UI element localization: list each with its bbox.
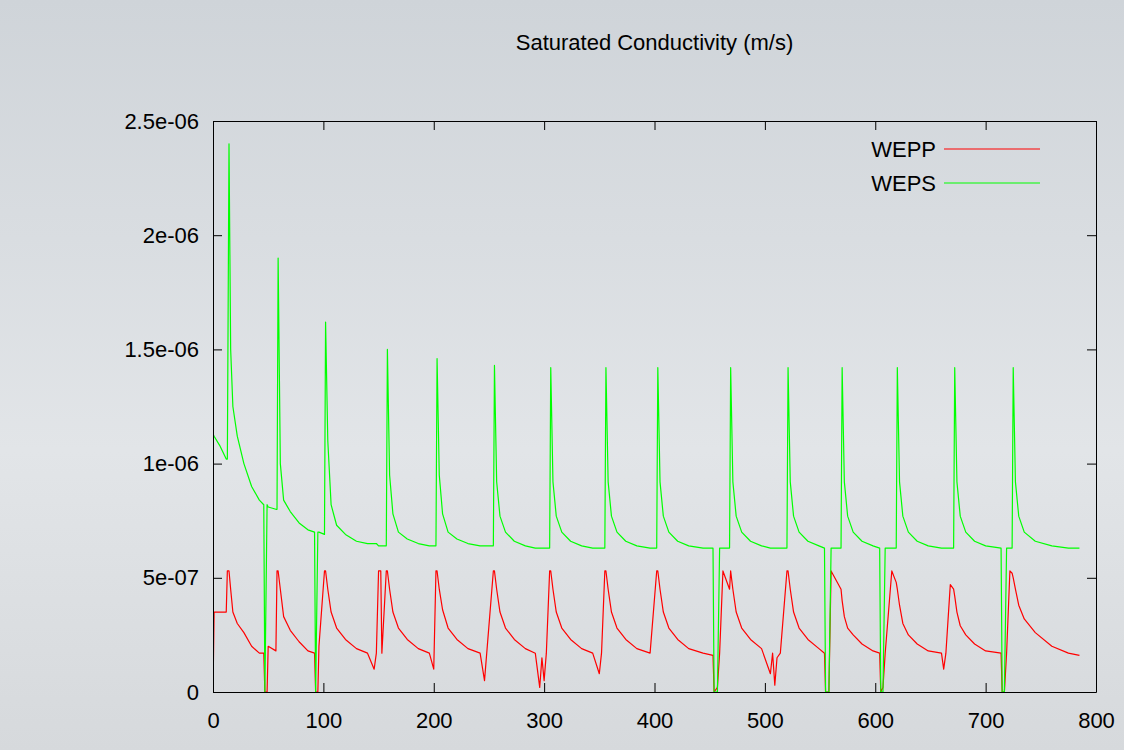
tick xyxy=(1087,121,1096,122)
tick: 600 xyxy=(857,683,894,733)
tick: 200 xyxy=(416,683,453,733)
x-axis-top xyxy=(214,121,1097,130)
tick-mark xyxy=(765,121,766,130)
tick-mark xyxy=(213,578,222,579)
tick-mark xyxy=(986,683,987,692)
legend-swatch xyxy=(944,148,1040,149)
axis-line xyxy=(213,122,214,693)
tick-label: 100 xyxy=(306,708,343,733)
tick xyxy=(1087,578,1096,579)
legend-label: WEPS xyxy=(871,171,936,196)
tick xyxy=(765,121,766,130)
chart-title: Saturated Conductivity (m/s) xyxy=(516,30,794,55)
tick-mark xyxy=(213,121,222,122)
tick-mark xyxy=(213,464,222,465)
tick xyxy=(1087,464,1096,465)
tick-mark xyxy=(1087,349,1096,350)
tick-mark xyxy=(986,121,987,130)
tick: 100 xyxy=(306,683,343,733)
tick: 0 xyxy=(187,680,222,705)
tick-mark xyxy=(655,121,656,130)
tick-label: 800 xyxy=(1078,708,1115,733)
legend-swatch xyxy=(944,182,1040,183)
tick-mark xyxy=(213,235,222,236)
tick: 500 xyxy=(747,683,784,733)
tick xyxy=(986,121,987,130)
tick-mark xyxy=(213,692,222,693)
tick: 2.5e-06 xyxy=(124,109,222,134)
tick: 1e-06 xyxy=(143,451,222,476)
tick-label: 5e-07 xyxy=(143,565,199,590)
legend: WEPP WEPS xyxy=(871,137,1040,196)
tick-label: 2.5e-06 xyxy=(124,109,199,134)
tick-mark xyxy=(765,683,766,692)
tick: 1.5e-06 xyxy=(124,337,222,362)
x-axis: 0 100 200 300 400 500 600 700 800 xyxy=(207,683,1114,733)
tick-mark xyxy=(875,121,876,130)
tick xyxy=(323,121,324,130)
tick-mark xyxy=(434,121,435,130)
tick xyxy=(1087,692,1096,693)
tick-mark xyxy=(875,683,876,692)
tick: 400 xyxy=(637,683,674,733)
tick-label: 2e-06 xyxy=(143,223,199,248)
tick-label: 0 xyxy=(207,708,219,733)
tick: 300 xyxy=(526,683,563,733)
tick: 2e-06 xyxy=(143,223,222,248)
tick-label: 500 xyxy=(747,708,784,733)
tick-label: 400 xyxy=(637,708,674,733)
tick-mark xyxy=(544,683,545,692)
tick xyxy=(544,121,545,130)
tick xyxy=(1087,235,1096,236)
tick-mark xyxy=(1087,235,1096,236)
axis-line xyxy=(1096,122,1097,693)
y-axis-right xyxy=(1087,122,1097,693)
series-line xyxy=(213,571,1079,692)
tick xyxy=(875,121,876,130)
y-axis: 0 5e-07 1e-06 1.5e-06 2e-06 2.5e-06 xyxy=(124,109,222,705)
tick-label: 0 xyxy=(187,680,199,705)
tick-mark xyxy=(323,683,324,692)
tick-mark xyxy=(323,121,324,130)
plot-area xyxy=(213,144,1079,692)
tick-mark xyxy=(1087,121,1096,122)
tick-mark xyxy=(434,683,435,692)
tick xyxy=(434,121,435,130)
tick-label: 1e-06 xyxy=(143,451,199,476)
chart: Saturated Conductivity (m/s) 0 100 200 300 40… xyxy=(0,0,1124,750)
tick-mark xyxy=(544,121,545,130)
series-line xyxy=(213,144,1079,692)
tick xyxy=(655,121,656,130)
tick: 700 xyxy=(968,683,1005,733)
tick-mark xyxy=(655,683,656,692)
tick xyxy=(1087,349,1096,350)
tick-label: 600 xyxy=(857,708,894,733)
axis-line xyxy=(214,692,1097,693)
tick: 5e-07 xyxy=(143,565,222,590)
tick-mark xyxy=(213,349,222,350)
legend-label: WEPP xyxy=(871,137,936,162)
tick-label: 200 xyxy=(416,708,453,733)
tick-label: 700 xyxy=(968,708,1005,733)
tick-label: 300 xyxy=(526,708,563,733)
tick-mark xyxy=(1087,464,1096,465)
tick-mark xyxy=(1087,578,1096,579)
tick-label: 1.5e-06 xyxy=(124,337,199,362)
tick-mark xyxy=(1087,692,1096,693)
